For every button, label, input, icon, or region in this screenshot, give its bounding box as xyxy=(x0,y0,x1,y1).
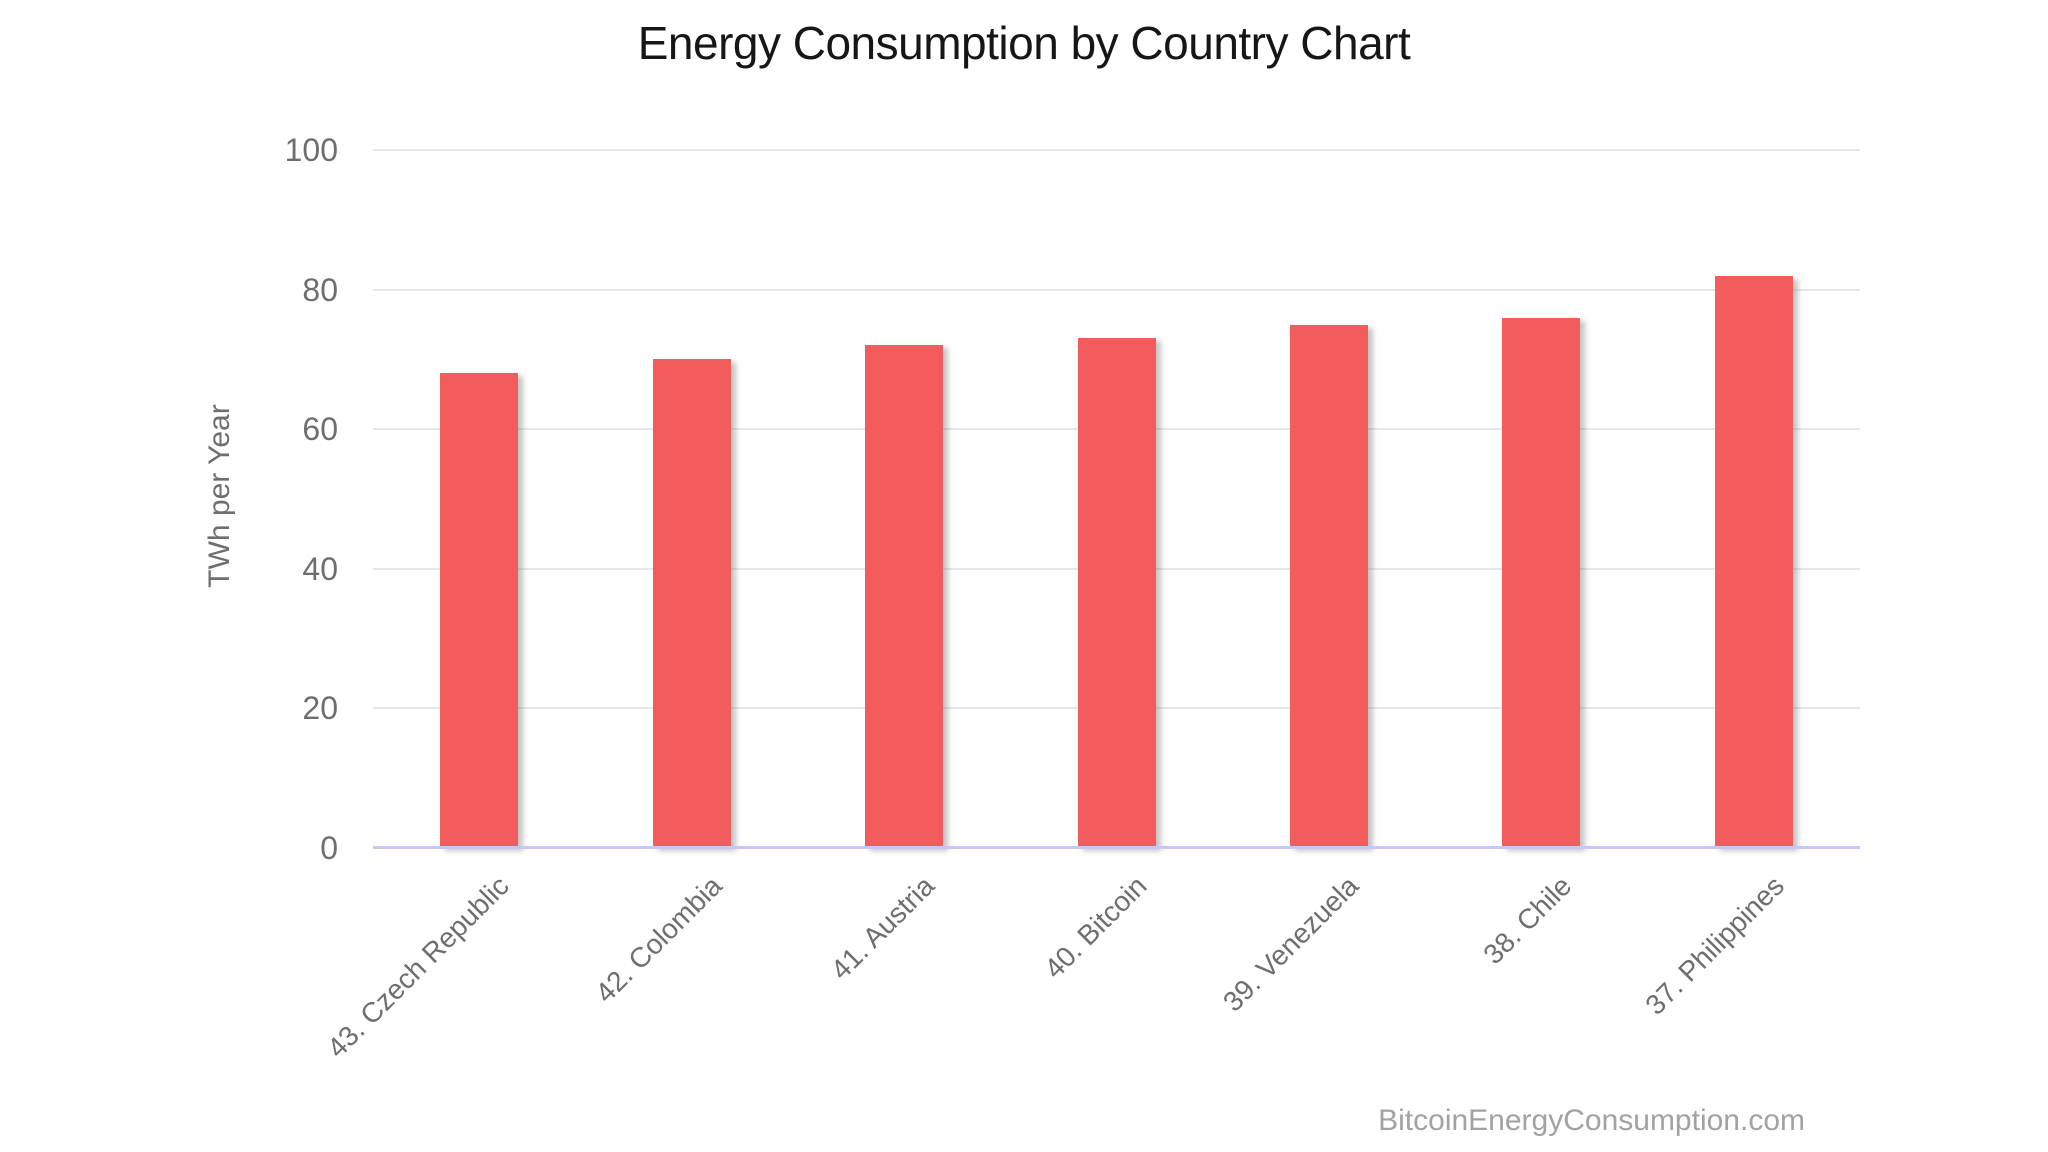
bar[interactable] xyxy=(1077,338,1156,848)
bar[interactable] xyxy=(865,345,944,848)
x-tick-label: 39. Venezuela xyxy=(1217,870,1365,1018)
y-tick-label: 20 xyxy=(302,690,338,727)
x-tick-label: 42. Colombia xyxy=(588,870,728,1009)
x-tick-label: 41. Austria xyxy=(824,870,940,986)
bar[interactable] xyxy=(1502,317,1581,848)
chart-title: Energy Consumption by Country Chart xyxy=(637,17,1411,69)
x-tick-label: 38. Chile xyxy=(1477,870,1578,971)
y-tick-label: 40 xyxy=(302,550,338,587)
y-tick-label: 100 xyxy=(284,132,338,168)
x-tick-label: 40. Bitcoin xyxy=(1038,870,1153,985)
bar[interactable] xyxy=(1289,324,1368,848)
bar[interactable] xyxy=(440,373,519,848)
y-tick-label: 80 xyxy=(302,271,338,308)
x-axis-line xyxy=(373,846,1860,849)
gridline xyxy=(373,149,1860,151)
plot-area: 0 20 40 60 80 100 43. Czech Republic 42. Colomb… xyxy=(285,134,1860,1064)
gridline xyxy=(373,288,1860,291)
watermark-credit-link[interactable]: BitcoinEnergyConsumption.com xyxy=(1378,1104,1805,1137)
bar[interactable] xyxy=(1714,275,1793,848)
x-tick-label: 37. Philippines xyxy=(1639,870,1790,1021)
y-tick-label: 60 xyxy=(302,411,338,448)
y-tick-label: 0 xyxy=(320,830,338,866)
x-tick-label: 43. Czech Republic xyxy=(321,870,516,1064)
bar[interactable] xyxy=(652,359,731,848)
